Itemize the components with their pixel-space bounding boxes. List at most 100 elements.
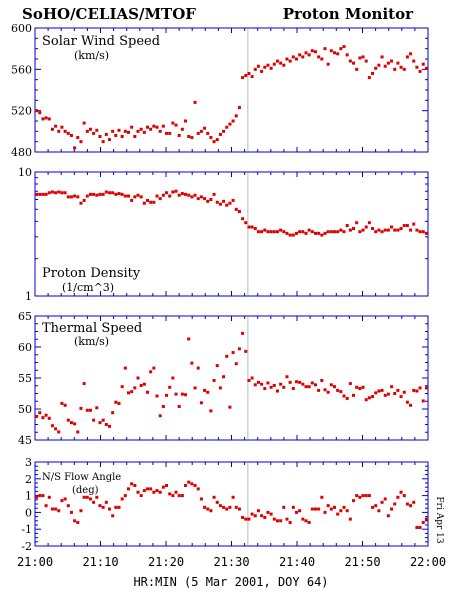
data-point bbox=[222, 505, 226, 509]
data-point bbox=[85, 194, 89, 198]
data-point bbox=[241, 515, 245, 519]
data-point bbox=[304, 231, 308, 235]
data-point bbox=[142, 201, 146, 205]
data-point bbox=[399, 490, 403, 494]
data-point bbox=[352, 499, 356, 503]
data-point bbox=[155, 125, 159, 129]
data-point bbox=[310, 49, 314, 53]
data-point bbox=[272, 383, 276, 387]
data-point bbox=[212, 378, 216, 382]
data-point bbox=[269, 512, 273, 516]
data-point bbox=[98, 135, 102, 138]
data-point bbox=[222, 375, 226, 379]
data-point bbox=[101, 140, 105, 144]
data-point bbox=[199, 497, 203, 501]
data-point bbox=[142, 489, 146, 493]
data-point bbox=[415, 389, 419, 393]
data-point bbox=[377, 509, 381, 513]
proton-density-panel: Proton Density (1/cm^3) 1 10 bbox=[18, 166, 429, 303]
data-point bbox=[304, 385, 308, 389]
data-point bbox=[168, 385, 172, 389]
data-point bbox=[269, 230, 273, 234]
data-point bbox=[386, 514, 390, 518]
data-point bbox=[367, 76, 371, 80]
data-point bbox=[352, 393, 356, 397]
data-point bbox=[190, 136, 194, 140]
data-point bbox=[215, 364, 219, 368]
data-point bbox=[307, 228, 311, 232]
data-point bbox=[260, 382, 264, 386]
data-point bbox=[101, 418, 105, 422]
data-point bbox=[60, 125, 64, 129]
data-point bbox=[171, 190, 175, 194]
data-point bbox=[184, 484, 188, 488]
data-point bbox=[222, 129, 226, 133]
data-point bbox=[199, 195, 203, 199]
data-point bbox=[152, 490, 156, 494]
data-point bbox=[405, 55, 409, 59]
data-point bbox=[168, 194, 172, 198]
data-point bbox=[333, 505, 337, 509]
data-point bbox=[149, 487, 153, 491]
data-point bbox=[228, 405, 232, 409]
data-point bbox=[288, 380, 292, 384]
data-point bbox=[133, 386, 137, 390]
data-point bbox=[69, 421, 73, 425]
data-point bbox=[402, 224, 406, 228]
data-point bbox=[171, 494, 175, 498]
thermal-speed-panel: Thermal Speed (km/s) 45 50 55 60 65 bbox=[18, 310, 429, 447]
data-point bbox=[355, 494, 359, 498]
data-point bbox=[35, 192, 39, 196]
x-tick-label: 22:00 bbox=[410, 555, 446, 569]
data-point bbox=[82, 495, 86, 499]
data-point bbox=[383, 64, 387, 68]
data-point bbox=[301, 382, 305, 386]
data-point bbox=[196, 366, 200, 370]
data-point bbox=[136, 490, 140, 494]
data-point bbox=[263, 65, 267, 69]
data-point bbox=[136, 129, 140, 133]
data-point bbox=[79, 509, 83, 513]
data-point bbox=[291, 233, 295, 237]
data-point bbox=[76, 136, 80, 140]
data-point bbox=[180, 192, 184, 196]
data-point bbox=[107, 424, 111, 428]
data-point bbox=[371, 505, 375, 509]
data-point bbox=[76, 195, 80, 199]
data-point bbox=[47, 191, 51, 195]
data-point bbox=[234, 505, 238, 509]
data-point bbox=[301, 230, 305, 234]
data-point bbox=[288, 233, 292, 237]
y-tick-label: 0 bbox=[25, 506, 32, 519]
data-point bbox=[294, 510, 298, 514]
data-point bbox=[225, 354, 229, 358]
data-point bbox=[393, 392, 397, 395]
y-tick-label: 560 bbox=[11, 63, 32, 76]
data-point bbox=[79, 140, 83, 144]
data-point bbox=[111, 129, 115, 133]
data-point bbox=[95, 495, 99, 499]
data-point bbox=[266, 230, 270, 234]
data-point bbox=[158, 197, 162, 201]
data-point bbox=[256, 230, 260, 234]
data-point bbox=[244, 349, 248, 353]
data-point bbox=[215, 200, 219, 204]
data-point bbox=[380, 388, 384, 392]
data-point bbox=[275, 59, 279, 63]
panel-title: Proton Density bbox=[42, 266, 141, 281]
data-point bbox=[187, 480, 191, 484]
data-point bbox=[66, 504, 70, 508]
data-point bbox=[383, 497, 387, 501]
data-point bbox=[228, 201, 232, 205]
data-point bbox=[405, 224, 409, 228]
data-point bbox=[272, 230, 276, 234]
data-point bbox=[348, 228, 352, 232]
data-point bbox=[377, 228, 381, 232]
data-point bbox=[412, 388, 416, 392]
data-point bbox=[244, 74, 248, 78]
data-point bbox=[298, 380, 302, 384]
data-point bbox=[60, 499, 64, 503]
data-point bbox=[196, 131, 200, 135]
data-point bbox=[63, 403, 67, 407]
